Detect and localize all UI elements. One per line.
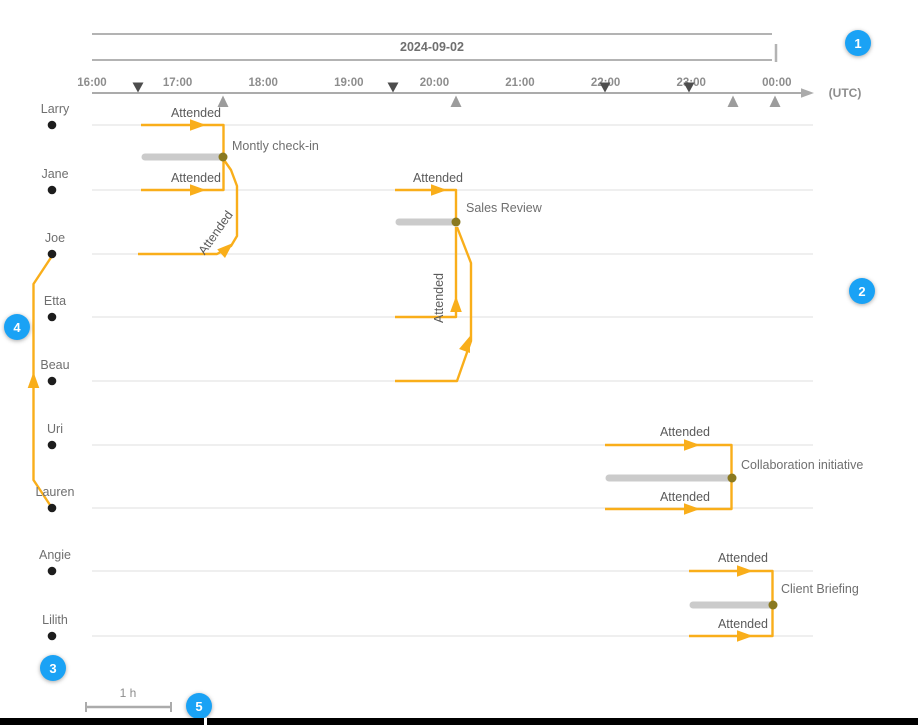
person-dot-larry[interactable] bbox=[47, 120, 57, 130]
hour-tick-label-5: 21:00 bbox=[505, 77, 534, 89]
person-dot-joe[interactable] bbox=[47, 249, 57, 259]
bottom-border-bar bbox=[0, 718, 918, 725]
person-dot-beau[interactable] bbox=[47, 376, 57, 386]
attendance-label-collaboration-initiative-uri: Attended bbox=[660, 425, 710, 439]
event-label-montly-check-in: Montly check-in bbox=[232, 139, 319, 153]
attendance-edge-montly-check-in-larry bbox=[141, 123, 225, 153]
person-dot-angie[interactable] bbox=[47, 566, 57, 576]
attendance-label-collaboration-initiative-lauren: Attended bbox=[660, 490, 710, 504]
event-sales-review: Attended Attended Sales Review bbox=[395, 171, 543, 383]
annotation-badge-3-label: 3 bbox=[49, 660, 57, 676]
event-client-briefing: Attended Attended Client Briefing bbox=[689, 551, 859, 642]
attendance-arrow-icon-montly-check-in-larry bbox=[190, 119, 206, 131]
person-name-beau: Beau bbox=[40, 358, 69, 372]
person-name-larry: Larry bbox=[41, 102, 70, 116]
person-name-lilith: Lilith bbox=[42, 613, 68, 627]
attendance-label-montly-check-in-joe: Attended bbox=[196, 208, 236, 257]
annotation-badge-1-label: 1 bbox=[854, 35, 862, 51]
person-dot-etta[interactable] bbox=[47, 312, 57, 322]
event-start-marker-icon-0 bbox=[132, 82, 144, 93]
person-dot-uri[interactable] bbox=[47, 440, 57, 450]
event-label-collaboration-initiative: Collaboration initiative bbox=[741, 458, 863, 472]
annotation-badge-3: 3 bbox=[40, 655, 66, 681]
attendance-edge-montly-check-in-jane bbox=[141, 161, 225, 192]
event-end-marker-icon-3 bbox=[769, 95, 781, 107]
date-label: 2024-09-02 bbox=[400, 40, 464, 54]
time-axis-arrow-icon bbox=[801, 88, 814, 98]
attendance-arrow-icon-montly-check-in-jane bbox=[190, 184, 206, 196]
attendance-label-sales-review-jane: Attended bbox=[413, 171, 463, 185]
event-start-marker-icon-3 bbox=[683, 82, 695, 93]
attendance-edge-client-briefing-lilith bbox=[689, 609, 774, 638]
timezone-label: (UTC) bbox=[829, 86, 862, 100]
attendance-label-sales-review-etta: Attended bbox=[432, 273, 446, 323]
annotation-badge-5: 5 bbox=[186, 693, 212, 719]
event-start-marker-icon-2 bbox=[599, 82, 611, 93]
annotation-badge-4-label: 4 bbox=[13, 319, 21, 335]
event-end-marker-icon-1 bbox=[450, 95, 462, 107]
hour-tick-label-1: 17:00 bbox=[163, 77, 192, 89]
person-name-etta: Etta bbox=[44, 294, 66, 308]
person-name-joe: Joe bbox=[45, 231, 65, 245]
hour-tick-label-8: 00:00 bbox=[762, 77, 791, 89]
event-label-client-briefing: Client Briefing bbox=[781, 582, 859, 596]
person-dot-jane[interactable] bbox=[47, 185, 57, 195]
person-dot-lilith[interactable] bbox=[47, 631, 57, 641]
event-start-marker-icon-1 bbox=[387, 82, 399, 93]
attendance-edge-montly-check-in-joe bbox=[138, 159, 239, 256]
scale-bar-label: 1 h bbox=[120, 686, 137, 700]
attendance-edge-sales-review-beau bbox=[395, 226, 473, 383]
event-montly-check-in: Attended Attended Attended Montly check-in bbox=[138, 106, 319, 259]
attendance-edge-sales-review-jane bbox=[395, 188, 458, 218]
person-link-lauren-to-joe bbox=[27, 255, 54, 509]
attendance-edge-client-briefing-angie bbox=[689, 569, 774, 601]
event-dot-client-briefing[interactable] bbox=[768, 600, 778, 610]
attendance-label-client-briefing-angie: Attended bbox=[718, 551, 768, 565]
attendance-arrow-icon-montly-check-in-joe bbox=[217, 243, 233, 259]
attendance-arrow-icon-client-briefing-lilith bbox=[737, 630, 753, 642]
hour-tick-label-2: 18:00 bbox=[248, 77, 277, 89]
attendance-arrow-icon-sales-review-etta bbox=[450, 296, 462, 312]
person-name-angie: Angie bbox=[39, 548, 71, 562]
attendance-arrow-icon-collaboration-initiative-lauren bbox=[684, 503, 700, 515]
hour-tick-label-3: 19:00 bbox=[334, 77, 363, 89]
attendance-label-montly-check-in-jane: Attended bbox=[171, 171, 221, 185]
attendance-edge-collaboration-initiative-lauren bbox=[605, 482, 733, 511]
hour-tick-label-4: 20:00 bbox=[420, 77, 449, 89]
event-dot-montly-check-in[interactable] bbox=[218, 152, 228, 162]
scale-bar: 1 h bbox=[85, 686, 172, 712]
event-end-marker-icon-0 bbox=[217, 95, 229, 107]
annotation-badge-5-label: 5 bbox=[195, 698, 203, 714]
hour-tick-label-0: 16:00 bbox=[77, 77, 106, 89]
attendance-label-client-briefing-lilith: Attended bbox=[718, 617, 768, 631]
attendance-label-montly-check-in-larry: Attended bbox=[171, 106, 221, 120]
event-dot-collaboration-initiative[interactable] bbox=[727, 473, 737, 483]
attendance-arrow-icon-collaboration-initiative-uri bbox=[684, 439, 700, 451]
event-end-marker-icon-2 bbox=[727, 95, 739, 107]
person-name-jane: Jane bbox=[41, 167, 68, 181]
bottom-bar-notch bbox=[204, 718, 207, 725]
annotation-badge-4: 4 bbox=[4, 314, 30, 340]
person-dot-lauren[interactable] bbox=[47, 503, 57, 513]
event-collaboration-initiative: Attended Attended Collaboration initiative bbox=[605, 425, 863, 515]
person-name-lauren: Lauren bbox=[36, 485, 75, 499]
annotation-badge-2: 2 bbox=[849, 278, 875, 304]
person-name-uri: Uri bbox=[47, 422, 63, 436]
person-link-arrow-icon bbox=[27, 372, 40, 388]
attendance-arrow-icon-client-briefing-angie bbox=[737, 565, 753, 577]
attendance-edge-collaboration-initiative-uri bbox=[605, 443, 733, 474]
annotation-badge-2-label: 2 bbox=[858, 283, 866, 299]
event-label-sales-review: Sales Review bbox=[466, 201, 543, 215]
attendance-arrow-icon-sales-review-jane bbox=[431, 184, 447, 196]
attendance-edge-sales-review-etta bbox=[395, 227, 458, 319]
annotation-badge-1: 1 bbox=[845, 30, 871, 56]
person-list: Larry Jane Joe Etta Beau Uri Lauren Angie Lilith bbox=[36, 102, 75, 641]
date-range-selector[interactable]: 2024-09-02 bbox=[92, 33, 778, 62]
event-dot-sales-review[interactable] bbox=[451, 217, 461, 227]
attendance-arrow-icon-sales-review-beau bbox=[459, 336, 470, 354]
time-axis: (UTC)16:0017:0018:0019:0020:0021:0022:00… bbox=[77, 77, 861, 107]
